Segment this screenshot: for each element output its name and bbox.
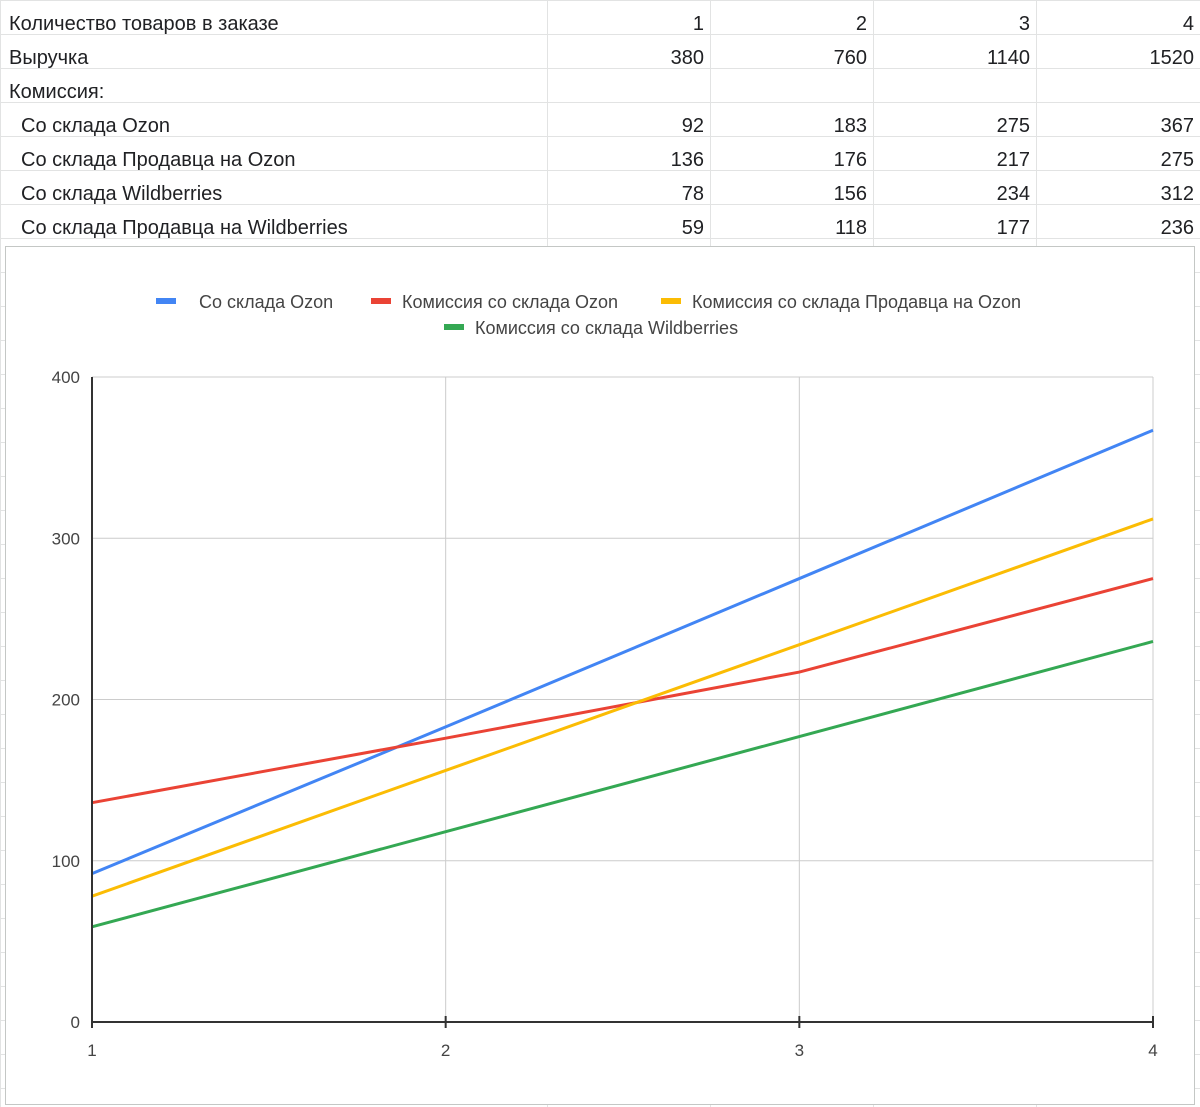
table-cell[interactable]: 1520 <box>1149 47 1195 69</box>
series-line-2[interactable] <box>91 577 1154 805</box>
table-cell[interactable]: 275 <box>996 115 1030 137</box>
chart-series <box>91 428 1154 929</box>
chart-tick-labels: 0 100 200 300 400 1 2 3 4 <box>52 368 1158 1060</box>
row-label[interactable]: Количество товаров в заказе <box>9 13 279 35</box>
legend-label[interactable]: Комиссия со склада Продавца на Ozon <box>692 292 1021 312</box>
table-row: Выручка 380 760 1140 1520 <box>0 41 1200 75</box>
table-cell[interactable]: 183 <box>833 115 867 137</box>
legend-label[interactable]: Комиссия со склада Ozon <box>402 292 618 312</box>
table-cell[interactable]: 1140 <box>986 47 1030 69</box>
legend-swatch <box>661 298 681 304</box>
table-cell[interactable] <box>1037 75 1200 109</box>
table-cell[interactable]: 118 <box>835 217 867 239</box>
table-row: Количество товаров в заказе 1 2 3 4 <box>0 7 1200 41</box>
x-tick-label: 2 <box>441 1041 450 1060</box>
row-label[interactable]: Выручка <box>9 47 89 69</box>
table-cell[interactable] <box>547 75 710 109</box>
chart-canvas: Со склада Ozon Комиссия со склада Ozon Ком… <box>52 292 1158 1060</box>
chart-legend: Со склада Ozon Комиссия со склада Ozon Ком… <box>156 292 1021 338</box>
x-tick-label: 1 <box>87 1041 96 1060</box>
table-cell[interactable]: 312 <box>1160 183 1194 205</box>
table-cell[interactable]: 2 <box>855 13 867 35</box>
table-cell[interactable]: 156 <box>833 183 867 205</box>
legend-label[interactable]: Комиссия со склада Wildberries <box>475 318 738 338</box>
series-line-1[interactable] <box>91 428 1154 876</box>
table-row: Со склада Ozon 92 183 275 367 <box>0 109 1200 143</box>
table-cell[interactable]: 236 <box>1160 217 1194 239</box>
table-cell[interactable]: 177 <box>996 217 1030 239</box>
table-cell[interactable]: 136 <box>670 149 704 171</box>
table-cell[interactable]: 275 <box>1160 149 1194 171</box>
y-tick-label: 100 <box>52 852 80 871</box>
table-cell[interactable]: 234 <box>996 183 1030 205</box>
series-line-4[interactable] <box>91 640 1154 929</box>
table-cell[interactable]: 1 <box>692 13 704 35</box>
y-tick-label: 0 <box>71 1013 80 1032</box>
table-cell[interactable]: 92 <box>681 115 704 137</box>
table-cell[interactable]: 59 <box>681 217 704 239</box>
legend-swatch <box>156 298 176 304</box>
table-cell[interactable]: 760 <box>833 47 867 69</box>
legend-swatch <box>371 298 391 304</box>
x-tick-label: 3 <box>795 1041 804 1060</box>
y-tick-label: 200 <box>52 691 80 710</box>
series-line-3[interactable] <box>91 517 1154 898</box>
legend-label[interactable]: Со склада Ozon <box>199 292 333 312</box>
y-tick-label: 400 <box>52 368 80 387</box>
chart-gridlines <box>92 376 1154 1022</box>
table-cell[interactable]: 217 <box>996 149 1030 171</box>
chart-axes <box>91 377 1154 1028</box>
table-cell[interactable] <box>873 75 1036 109</box>
table-row: Со склада Продавца на Ozon 136 176 217 275 <box>0 143 1200 177</box>
table-cell[interactable]: 3 <box>1018 13 1030 35</box>
row-label[interactable]: Со склада Продавца на Ozon <box>21 149 296 171</box>
table-cell[interactable]: 380 <box>670 47 704 69</box>
table-row: Со склада Продавца на Wildberries 59 118 17… <box>0 211 1200 245</box>
table-cell[interactable] <box>710 75 873 109</box>
table-row: Комиссия: <box>0 75 1200 109</box>
row-label[interactable]: Комиссия: <box>9 81 105 103</box>
row-label[interactable]: Со склада Wildberries <box>21 183 223 205</box>
table-cell[interactable]: 176 <box>833 149 867 171</box>
x-tick-label: 4 <box>1148 1041 1157 1060</box>
table-cell[interactable]: 78 <box>681 183 704 205</box>
row-label[interactable]: Со склада Продавца на Wildberries <box>21 217 348 239</box>
line-chart[interactable]: Со склада Ozon Комиссия со склада Ozon Ком… <box>5 246 1195 1105</box>
table-row: Со склада Wildberries 78 156 234 312 <box>0 177 1200 211</box>
y-tick-label: 300 <box>52 529 80 548</box>
table-cell[interactable]: 4 <box>1182 13 1194 35</box>
row-label[interactable]: Со склада Ozon <box>21 115 171 137</box>
legend-swatch <box>444 324 464 330</box>
table-cell[interactable]: 367 <box>1160 115 1194 137</box>
